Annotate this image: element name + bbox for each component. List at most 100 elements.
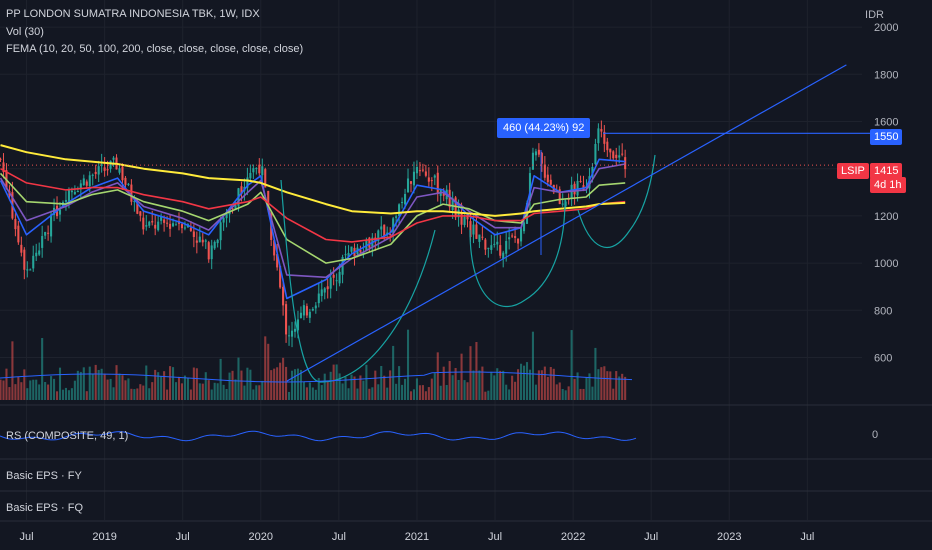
volume-bar [412,389,416,400]
volume-bar [460,353,463,400]
candle [2,162,5,173]
candle [198,236,201,243]
candle [222,217,225,223]
volume-bar [121,375,124,400]
candle [368,237,371,248]
grid [0,0,862,520]
volume-bar [359,375,362,400]
candle [475,224,478,239]
volume-bar [261,380,264,400]
candle [624,157,627,170]
volume-bar [624,376,627,400]
y-tick-label: 1800 [874,69,898,81]
volume-bar [484,391,487,400]
volume-bar [418,385,421,400]
volume-bar [222,384,225,400]
volume-bar [293,369,297,400]
candle [189,227,192,231]
volume-bar [511,375,514,400]
volume-bar [380,365,383,400]
volume-bar [409,391,413,400]
candle [472,224,475,235]
volume-bar [210,389,213,400]
candle [427,177,430,182]
cup-curve [469,199,566,308]
eps-fq-label[interactable]: Basic EPS · FQ [6,502,84,514]
candle [618,155,621,158]
volume-bar [130,388,133,400]
volume-bar [597,369,600,400]
candle [160,216,163,221]
volume-bar [296,368,300,400]
volume-bar [76,370,79,400]
candle [133,200,136,203]
candle [76,190,79,193]
volume-bar [115,365,118,400]
volume-bar [23,369,26,400]
candle [528,173,532,201]
volume-bar [528,369,532,400]
volume-bar [552,368,555,400]
volume-bar [570,330,573,400]
candle [430,180,433,182]
candle [130,184,133,202]
volume-bar [26,388,29,400]
candle [436,172,439,194]
volume-bar [237,357,240,400]
candle [588,176,591,189]
rs-pane-label[interactable]: RS (COMPOSITE, 49, 1) [6,430,129,442]
volume-bar [35,379,38,400]
candle [481,236,484,238]
candle [460,212,463,225]
candle [603,131,606,144]
volume-bar [145,365,148,400]
candle [600,129,603,132]
volume-ma-line [0,371,633,383]
volume-bar [91,373,94,400]
rs-line [0,430,637,442]
candle [195,240,198,243]
volume-bar [540,370,543,400]
candle [82,178,85,186]
volume-bar [320,385,323,400]
volume-bar [549,366,552,400]
candle [293,328,297,332]
candle [267,190,270,210]
candle [255,168,258,170]
volume-bar [240,370,243,400]
trend-line [286,64,847,382]
candle [609,148,612,153]
fema-legend[interactable]: FEMA (10, 20, 50, 100, 200, close, close… [6,43,304,55]
candle [210,245,213,260]
volume-bar [17,376,20,400]
ema-10-line [0,158,626,300]
volume-bar [475,341,478,400]
candle [392,218,395,233]
candle [564,201,567,207]
volume-bar [401,384,404,400]
candle [44,232,47,236]
volume-bar [392,345,395,400]
eps-fy-label[interactable]: Basic EPS · FY [6,470,82,482]
volume-bar [124,380,127,400]
volume-bar [169,366,172,400]
volume-bar [88,366,91,400]
volume-bar [5,368,8,400]
volume-bar [112,387,115,400]
candle [252,168,255,173]
volume-legend[interactable]: Vol (30) [6,26,44,38]
volume-bar [29,380,32,400]
candle [139,211,142,216]
volume-bar [133,389,136,400]
measure-label[interactable]: 460 (44.23%) 92 [497,118,591,138]
candle [606,141,609,151]
volume-bar [243,385,246,400]
volume-bar [404,378,407,400]
candle [109,160,112,169]
volume-bar [50,376,53,400]
candle [451,198,454,211]
candle [88,175,91,187]
y-tick-label: 800 [874,305,892,317]
candles [0,120,627,348]
